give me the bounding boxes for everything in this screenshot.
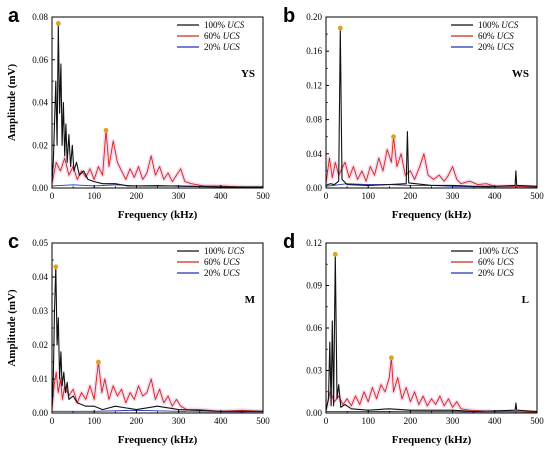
x-tick-label: 0 (50, 191, 55, 201)
panel-letter: c (8, 231, 19, 253)
y-tick-label: 0.12 (306, 238, 322, 248)
series-line-60 (326, 357, 537, 413)
x-tick-label: 100 (361, 191, 375, 201)
x-tick-label: 100 (87, 416, 101, 426)
peak-marker (337, 25, 343, 31)
series-line-100 (52, 266, 263, 412)
series-line-60 (52, 361, 263, 412)
legend-entry: 20% UCS (478, 268, 514, 278)
panel-c: c 0 100 200 300 400 500 0.00 0.01 0.02 0.03 0.04 0.0… (6, 231, 270, 446)
peak-marker (55, 21, 61, 26)
x-axis-label: Frequency (kHz) (118, 209, 198, 221)
y-tick-label: 0.12 (306, 80, 322, 90)
peak-marker (96, 359, 101, 365)
series-group (52, 22, 263, 188)
series-group (326, 253, 537, 413)
x-tick-label: 200 (130, 416, 144, 426)
x-tick-label: 500 (256, 191, 270, 201)
y-tick-label: 0.04 (32, 272, 48, 282)
y-tick-label: 0.00 (32, 408, 48, 418)
x-tick-label: 300 (172, 191, 186, 201)
sample-tag: L (522, 294, 529, 306)
y-tick-label: 0.06 (306, 323, 322, 333)
legend-entry: 20% UCS (204, 268, 240, 278)
peak-marker (53, 264, 59, 270)
peak-marker (103, 127, 109, 133)
x-tick-label: 300 (446, 191, 460, 201)
y-tick-label: 0.04 (306, 149, 322, 159)
y-tick-label: 0.06 (32, 55, 48, 65)
y-axis-label: Amplitude (mV) (6, 64, 18, 142)
x-tick-label: 500 (530, 416, 544, 426)
x-tick-label: 0 (50, 416, 55, 426)
y-tick-label: 0.00 (306, 408, 322, 418)
legend-entry: 100% UCS (204, 246, 245, 256)
x-axis-label: Frequency (kHz) (392, 209, 472, 221)
legend-entry: 100% UCS (204, 20, 245, 30)
sample-tag: M (245, 294, 256, 306)
x-tick-label: 200 (404, 191, 418, 201)
panel-d: d 0 100 200 300 400 500 0.00 0.03 0.06 0.09 0.12 Fre… (283, 231, 544, 446)
y-tick-label: 0.08 (32, 12, 48, 22)
peak-marker (389, 355, 394, 361)
sample-tag: YS (241, 68, 255, 80)
x-axis-label: Frequency (kHz) (118, 434, 198, 446)
y-tick-label: 0.04 (32, 98, 48, 108)
x-tick-label: 500 (530, 191, 544, 201)
y-tick-label: 0.16 (306, 46, 322, 56)
series-line-60 (326, 136, 537, 188)
series-60-halo (326, 355, 537, 413)
y-axis-label: Amplitude (mV) (6, 289, 18, 367)
x-tick-label: 0 (324, 416, 329, 426)
x-tick-label: 400 (488, 416, 502, 426)
peak-marker (391, 134, 396, 140)
legend-entry: 60% UCS (204, 31, 240, 41)
sample-tag: WS (512, 68, 529, 80)
legend-entry: 100% UCS (478, 20, 519, 30)
y-tick-label: 0.03 (306, 366, 322, 376)
legend-entry: 20% UCS (478, 42, 514, 52)
series-group (52, 266, 263, 413)
peak-marker (332, 251, 338, 257)
panel-letter: d (283, 231, 295, 253)
x-tick-label: 300 (172, 416, 186, 426)
y-tick-label: 0.00 (306, 183, 322, 193)
x-tick-label: 500 (256, 416, 270, 426)
y-tick-label: 0.01 (32, 374, 48, 384)
series-line-100 (52, 22, 263, 188)
y-tick-label: 0.20 (306, 12, 322, 22)
y-tick-label: 0.03 (32, 306, 48, 316)
x-tick-label: 400 (488, 191, 502, 201)
panel-b: b 0 100 200 300 400 500 0.00 0.04 0.08 0.12 0.16 0.2… (283, 5, 544, 221)
panel-letter: b (283, 5, 295, 27)
legend-entry: 100% UCS (478, 246, 519, 256)
series-line-100 (326, 27, 537, 187)
x-tick-label: 400 (214, 191, 228, 201)
y-tick-label: 0.05 (32, 238, 48, 248)
panel-letter: a (8, 5, 20, 27)
x-tick-label: 400 (214, 416, 228, 426)
y-tick-label: 0.09 (306, 281, 322, 291)
legend-entry: 60% UCS (204, 257, 240, 267)
x-axis-label: Frequency (kHz) (392, 434, 472, 446)
x-tick-label: 100 (361, 416, 375, 426)
x-tick-label: 300 (446, 416, 460, 426)
y-tick-label: 0.00 (32, 183, 48, 193)
legend-entry: 20% UCS (204, 42, 240, 52)
series-60-halo (52, 360, 263, 413)
x-tick-label: 200 (404, 416, 418, 426)
x-tick-label: 100 (87, 191, 101, 201)
series-60-halo (52, 128, 263, 188)
x-tick-label: 200 (130, 191, 144, 201)
legend-entry: 60% UCS (478, 31, 514, 41)
y-tick-label: 0.08 (306, 115, 322, 125)
legend-entry: 60% UCS (478, 257, 514, 267)
panel-a: a 0 100 200 300 400 500 0.00 0.02 0.04 0.06 0.08 Fre… (6, 5, 270, 221)
x-tick-label: 0 (324, 191, 329, 201)
series-line-60 (52, 129, 263, 188)
y-tick-label: 0.02 (32, 340, 48, 350)
y-tick-label: 0.02 (32, 140, 48, 150)
